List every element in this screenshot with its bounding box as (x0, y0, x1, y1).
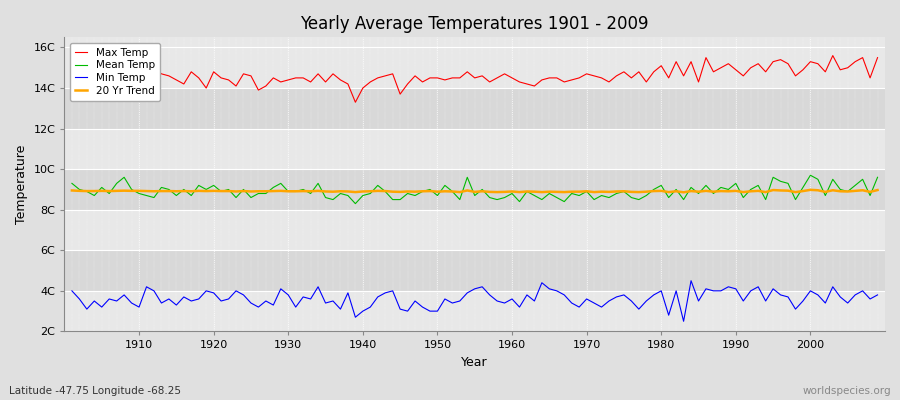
Max Temp (514, 80, 525, 84)
Max Temp (507, 76, 517, 80)
20 Yr Trend (126, 188, 137, 193)
Y-axis label: Temperature: Temperature (15, 145, 28, 224)
Min Temp (596, 305, 607, 310)
Text: worldspecies.org: worldspecies.org (803, 386, 891, 396)
20 Yr Trend (500, 190, 510, 194)
20 Yr Trend (67, 188, 77, 193)
Mean Temp (291, 189, 302, 194)
Max Temp (350, 100, 361, 105)
Line: Min Temp: Min Temp (72, 281, 878, 321)
Title: Yearly Average Temperatures 1901 - 2009: Yearly Average Temperatures 1901 - 2009 (301, 15, 649, 33)
Min Temp (500, 301, 510, 306)
20 Yr Trend (507, 189, 517, 194)
Legend: Max Temp, Mean Temp, Min Temp, 20 Yr Trend: Max Temp, Mean Temp, Min Temp, 20 Yr Tre… (69, 42, 160, 101)
Max Temp (291, 76, 302, 80)
Bar (65, 210, 885, 250)
Min Temp (686, 278, 697, 283)
Mean Temp (872, 175, 883, 180)
Mean Temp (67, 181, 77, 186)
Min Temp (126, 301, 137, 306)
Mean Temp (350, 201, 361, 206)
Max Temp (335, 78, 346, 82)
Mean Temp (507, 191, 517, 196)
Min Temp (679, 319, 689, 324)
Max Temp (872, 55, 883, 60)
Line: 20 Yr Trend: 20 Yr Trend (72, 190, 878, 192)
Mean Temp (805, 173, 815, 178)
Bar (65, 88, 885, 129)
Max Temp (126, 74, 137, 78)
Min Temp (67, 288, 77, 293)
Max Temp (604, 80, 615, 84)
Line: Max Temp: Max Temp (72, 56, 878, 102)
Bar (65, 48, 885, 88)
20 Yr Trend (872, 188, 883, 192)
Line: Mean Temp: Mean Temp (72, 175, 878, 204)
Mean Temp (514, 199, 525, 204)
Mean Temp (335, 191, 346, 196)
Min Temp (872, 292, 883, 297)
Max Temp (827, 53, 838, 58)
20 Yr Trend (805, 188, 815, 192)
Bar (65, 169, 885, 210)
20 Yr Trend (596, 189, 607, 194)
Mean Temp (604, 195, 615, 200)
20 Yr Trend (335, 189, 346, 194)
Bar (65, 250, 885, 291)
Min Temp (335, 307, 346, 312)
Min Temp (507, 296, 517, 301)
Mean Temp (126, 187, 137, 192)
20 Yr Trend (291, 189, 302, 194)
X-axis label: Year: Year (462, 356, 488, 369)
Min Temp (291, 305, 302, 310)
Max Temp (67, 70, 77, 74)
Bar (65, 291, 885, 332)
Text: Latitude -47.75 Longitude -68.25: Latitude -47.75 Longitude -68.25 (9, 386, 181, 396)
20 Yr Trend (679, 190, 689, 195)
Bar (65, 129, 885, 169)
